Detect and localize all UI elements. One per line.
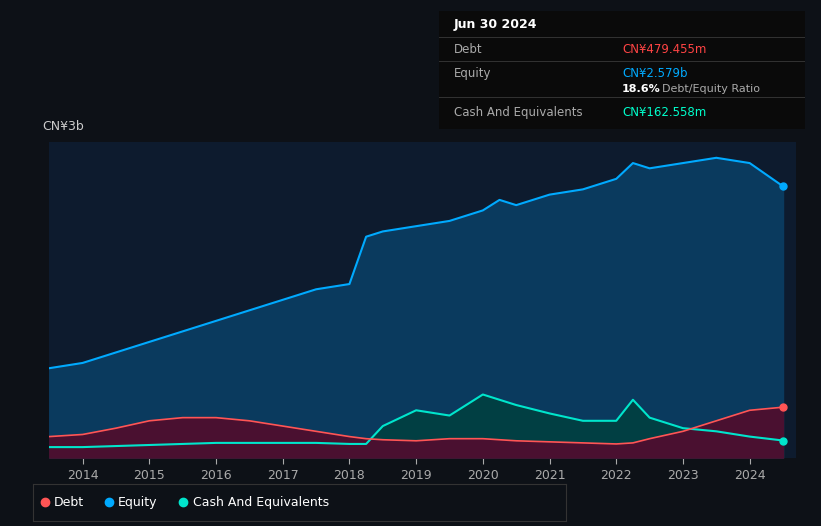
Text: CN¥479.455m: CN¥479.455m [622, 43, 706, 56]
Text: 18.6%: 18.6% [622, 84, 661, 94]
Text: Equity: Equity [454, 67, 491, 80]
Text: Cash And Equivalents: Cash And Equivalents [454, 106, 582, 119]
Text: CN¥0: CN¥0 [53, 438, 87, 451]
Text: Jun 30 2024: Jun 30 2024 [454, 18, 538, 31]
Text: Debt/Equity Ratio: Debt/Equity Ratio [662, 84, 760, 94]
Text: Debt: Debt [54, 496, 85, 509]
Text: Equity: Equity [118, 496, 158, 509]
Text: Debt: Debt [454, 43, 483, 56]
Text: CN¥162.558m: CN¥162.558m [622, 106, 706, 119]
Text: CN¥2.579b: CN¥2.579b [622, 67, 687, 80]
Text: CN¥3b: CN¥3b [42, 119, 84, 133]
Text: Cash And Equivalents: Cash And Equivalents [193, 496, 329, 509]
